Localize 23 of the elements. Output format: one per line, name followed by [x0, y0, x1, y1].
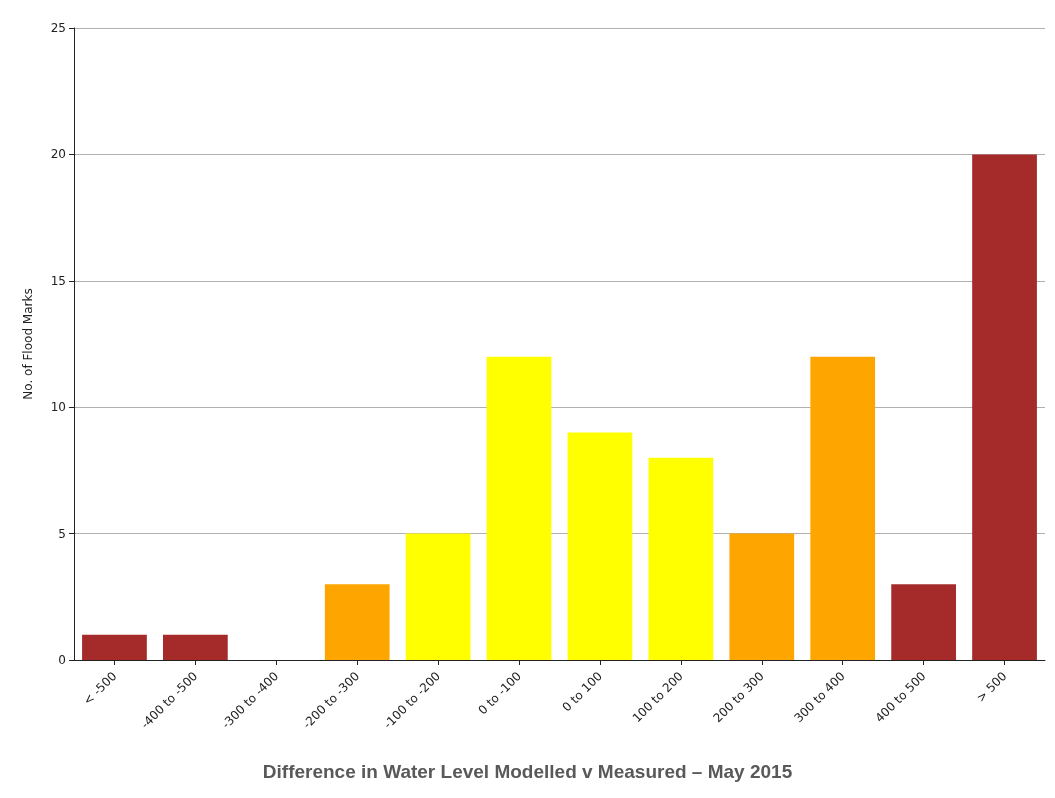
y-tick-label: 0	[58, 653, 66, 667]
y-tick-label: 15	[50, 273, 66, 288]
y-axis-title: No. of Flood Marks	[21, 288, 35, 400]
bar	[163, 634, 228, 660]
y-tick-label: 5	[58, 526, 66, 541]
bar	[729, 533, 795, 660]
x-tick-label: > 500	[973, 669, 1010, 705]
bar	[486, 356, 552, 660]
x-tick-label: 0 to 100	[559, 669, 605, 715]
bar	[648, 457, 714, 660]
x-tick-label: 400 to 500	[872, 669, 929, 726]
bar	[810, 356, 876, 660]
y-tick-label: 25	[50, 21, 66, 35]
y-tick-label: 20	[50, 147, 66, 162]
bar	[891, 584, 956, 660]
text: Difference in Water Level Modelled v Measured – May 2015	[262, 761, 793, 782]
bar	[405, 533, 471, 660]
x-tick-label: 300 to 400	[791, 669, 848, 726]
bar	[82, 634, 147, 660]
bar	[567, 432, 633, 660]
bar	[972, 154, 1037, 660]
y-tick-label: 10	[50, 400, 66, 415]
bar	[324, 584, 390, 660]
